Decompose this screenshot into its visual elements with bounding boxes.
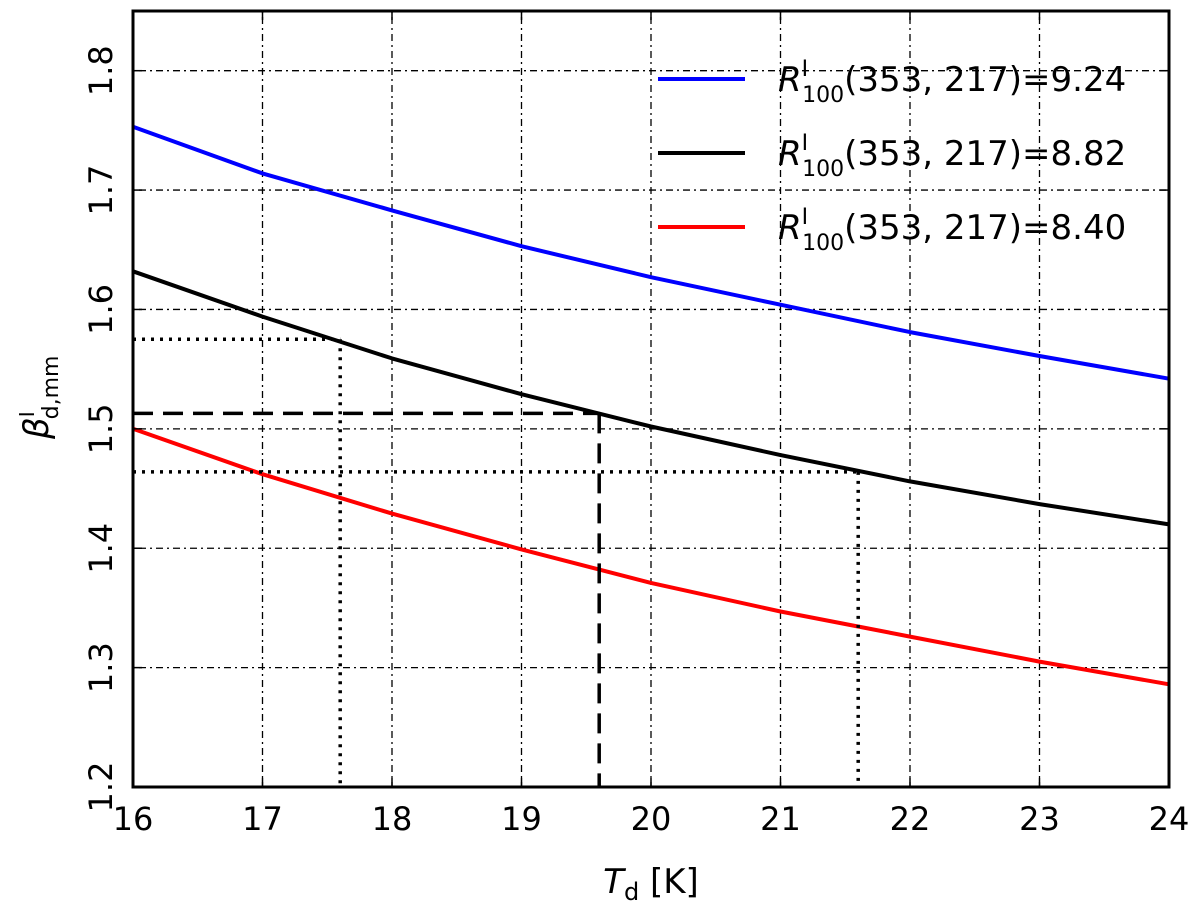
y-tick-label: 1.4 xyxy=(82,523,120,574)
y-tick-label: 1.3 xyxy=(82,642,120,693)
x-tick-label: 18 xyxy=(372,800,413,838)
x-axis-unit: [K] xyxy=(639,862,699,902)
y-tick-label: 1.7 xyxy=(82,165,120,216)
legend-label: RI 100(353, 217)=8.82 xyxy=(778,131,1126,182)
x-tick-label: 22 xyxy=(890,800,931,838)
axis-ticks: 16 17 18 19 20 21 22 23 24 1.2 1.3 1.4 1.5 1.6 1.7 1.8 xyxy=(82,11,1189,838)
series-line-1 xyxy=(132,124,1170,381)
y-tick-label: 1.2 xyxy=(82,762,120,813)
x-axis-label: Td [K] xyxy=(603,862,699,906)
x-tick-label: 17 xyxy=(242,800,283,838)
x-tick-label: 24 xyxy=(1149,800,1190,838)
y-axis-subscript: d,mm xyxy=(39,356,64,420)
y-tick-label: 1.8 xyxy=(82,45,120,96)
x-tick-label: 23 xyxy=(1019,800,1060,838)
legend: RI 100(353, 217)=9.24 RI 100(353, 217)=8.82… xyxy=(658,57,1126,256)
y-tick-label: 1.5 xyxy=(82,403,120,454)
x-axis-subscript: d xyxy=(624,878,639,906)
series-lines xyxy=(132,124,1170,687)
x-axis-symbol: T xyxy=(603,862,626,902)
legend-label: RI 100(353, 217)=9.24 xyxy=(778,57,1126,108)
y-axis-symbol: β xyxy=(17,417,57,440)
series-line-2 xyxy=(132,269,1170,527)
y-axis-label: βId,mm xyxy=(15,356,64,440)
x-tick-label: 21 xyxy=(760,800,801,838)
plot-frame xyxy=(131,9,1171,789)
x-tick-label: 20 xyxy=(631,800,672,838)
x-tick-label: 19 xyxy=(501,800,542,838)
legend-label: RI 100(353, 217)=8.40 xyxy=(778,205,1126,256)
reference-lines xyxy=(133,337,860,787)
y-tick-label: 1.6 xyxy=(82,284,120,335)
grid xyxy=(133,11,1169,787)
y-axis-superscript: I xyxy=(15,411,39,417)
series-line-3 xyxy=(132,426,1170,687)
x-tick-label: 16 xyxy=(113,800,154,838)
